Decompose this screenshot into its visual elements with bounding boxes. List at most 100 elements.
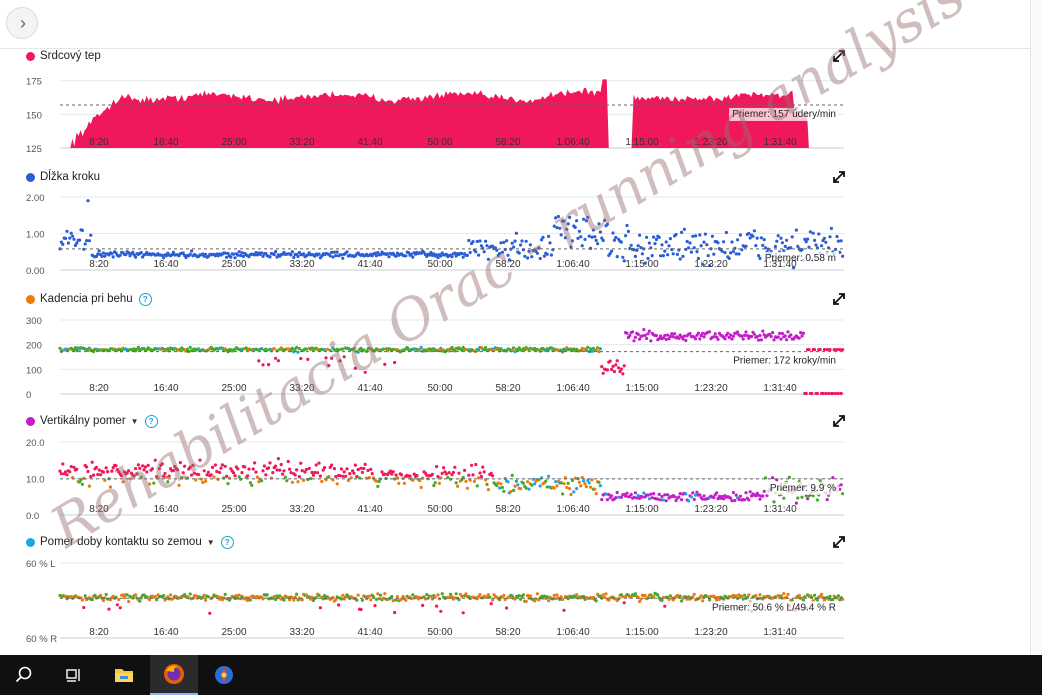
x-tick-label: 25:00 bbox=[221, 627, 246, 638]
taskbar-search-button[interactable] bbox=[0, 655, 48, 695]
data-point bbox=[794, 228, 799, 232]
chart-title-vratio[interactable]: Vertikálny pomer bbox=[40, 415, 126, 427]
data-point bbox=[605, 222, 610, 226]
data-point bbox=[359, 466, 363, 470]
chart-gct[interactable]: Priemer: 50.6 % L/49.4 % R 60 % L 60 % R 8:… bbox=[26, 553, 846, 655]
legend-dot-icon bbox=[26, 537, 35, 547]
data-point bbox=[465, 253, 469, 257]
legend-dot-icon bbox=[26, 172, 35, 182]
data-point bbox=[652, 595, 656, 599]
data-point bbox=[313, 470, 317, 475]
data-point bbox=[148, 482, 152, 486]
data-point bbox=[78, 480, 82, 484]
chart-title-stride: Dĺžka kroku bbox=[40, 171, 101, 183]
data-point bbox=[303, 470, 307, 474]
data-point bbox=[219, 595, 223, 599]
data-point bbox=[460, 594, 464, 598]
data-point bbox=[289, 471, 293, 475]
data-point bbox=[93, 593, 97, 597]
taskbar-firefox-button[interactable] bbox=[150, 655, 198, 695]
data-point bbox=[148, 598, 152, 602]
data-point bbox=[216, 595, 220, 599]
chart-hr[interactable]: Priemer: 157 údery/min 175 150 125 8:20 16:40… bbox=[26, 67, 846, 165]
data-point bbox=[804, 391, 808, 396]
data-point bbox=[261, 469, 265, 473]
x-tick-label: 41:40 bbox=[357, 259, 382, 270]
data-point bbox=[286, 459, 290, 464]
data-point bbox=[359, 346, 363, 350]
data-point bbox=[453, 596, 457, 600]
data-point bbox=[419, 485, 423, 490]
data-point bbox=[64, 236, 68, 240]
data-point bbox=[748, 236, 752, 240]
help-icon[interactable]: ? bbox=[220, 535, 234, 549]
data-point bbox=[297, 475, 301, 479]
expand-sidebar-button[interactable]: › bbox=[6, 7, 38, 39]
data-point bbox=[198, 458, 202, 462]
data-point bbox=[701, 497, 705, 501]
data-point bbox=[824, 391, 828, 396]
data-point bbox=[748, 490, 752, 494]
help-icon[interactable]: ? bbox=[138, 292, 152, 306]
data-point bbox=[752, 332, 757, 336]
data-point bbox=[633, 592, 638, 596]
data-point bbox=[790, 598, 794, 602]
data-point bbox=[600, 365, 604, 369]
chart-cadence[interactable]: Priemer: 172 kroky/min 300 200 100 0 8:20 16:4… bbox=[26, 310, 846, 411]
data-point bbox=[643, 333, 647, 337]
data-point bbox=[491, 244, 495, 248]
data-point bbox=[296, 350, 300, 354]
data-point bbox=[736, 596, 740, 600]
data-point bbox=[215, 469, 219, 474]
help-icon[interactable]: ? bbox=[144, 414, 158, 428]
data-point bbox=[120, 474, 124, 478]
metric-dropdown-caret-icon[interactable]: ▼ bbox=[206, 537, 215, 547]
expand-chart-icon[interactable] bbox=[832, 292, 846, 306]
data-point bbox=[818, 348, 822, 352]
expand-chart-icon[interactable] bbox=[832, 414, 846, 428]
chart-vratio[interactable]: Priemer: 9.9 % 20.0 10.0 0.0 8:20 16:40 25:00 3… bbox=[26, 432, 846, 532]
expand-chart-icon[interactable] bbox=[832, 49, 846, 63]
data-point bbox=[681, 337, 685, 341]
data-point bbox=[688, 241, 692, 245]
metric-dropdown-caret-icon[interactable]: ▼ bbox=[130, 416, 139, 426]
x-tick-label: 8:20 bbox=[89, 259, 109, 270]
data-point bbox=[610, 367, 614, 372]
y-tick-label: 150 bbox=[26, 110, 42, 121]
data-point bbox=[730, 337, 734, 341]
data-point bbox=[433, 481, 437, 485]
data-point bbox=[241, 254, 245, 258]
data-point bbox=[87, 239, 91, 243]
data-point bbox=[330, 463, 334, 467]
taskbar-task-view-button[interactable] bbox=[50, 655, 98, 695]
data-point bbox=[282, 598, 286, 602]
average-value-text: Priemer: 157 údery/min bbox=[732, 109, 836, 120]
chart-section-vratio: Vertikálny pomer ▼? Priemer: 9.9 % 20.0 10.0… bbox=[26, 412, 846, 532]
data-point bbox=[101, 599, 105, 603]
expand-chart-icon[interactable] bbox=[832, 170, 846, 184]
chart-title-gct[interactable]: Pomer doby kontaktu so zemou bbox=[40, 536, 202, 548]
chart-section-stride: Dĺžka kroku Priemer: 0.58 m 2.00 1.00 0.00 8:… bbox=[26, 168, 846, 287]
data-point bbox=[638, 233, 642, 237]
data-point bbox=[391, 470, 395, 474]
chart-stride[interactable]: Priemer: 0.58 m 2.00 1.00 0.00 8:20 16:40 25:0… bbox=[26, 188, 846, 287]
data-point bbox=[65, 229, 69, 233]
data-point bbox=[653, 242, 657, 246]
data-point bbox=[751, 234, 755, 238]
data-point bbox=[444, 472, 448, 476]
taskbar-browser-button[interactable] bbox=[200, 655, 248, 695]
taskbar-file-explorer-button[interactable] bbox=[100, 655, 148, 695]
data-point bbox=[423, 471, 427, 475]
data-point bbox=[821, 391, 825, 396]
data-point bbox=[363, 370, 367, 374]
data-point bbox=[619, 495, 624, 499]
data-point bbox=[251, 467, 255, 471]
data-point bbox=[807, 348, 811, 352]
data-point bbox=[481, 246, 485, 250]
data-point bbox=[272, 595, 276, 599]
expand-chart-icon[interactable] bbox=[832, 535, 846, 549]
data-point bbox=[712, 335, 716, 339]
data-point bbox=[682, 334, 687, 338]
data-point bbox=[839, 239, 843, 243]
data-point bbox=[96, 472, 100, 477]
